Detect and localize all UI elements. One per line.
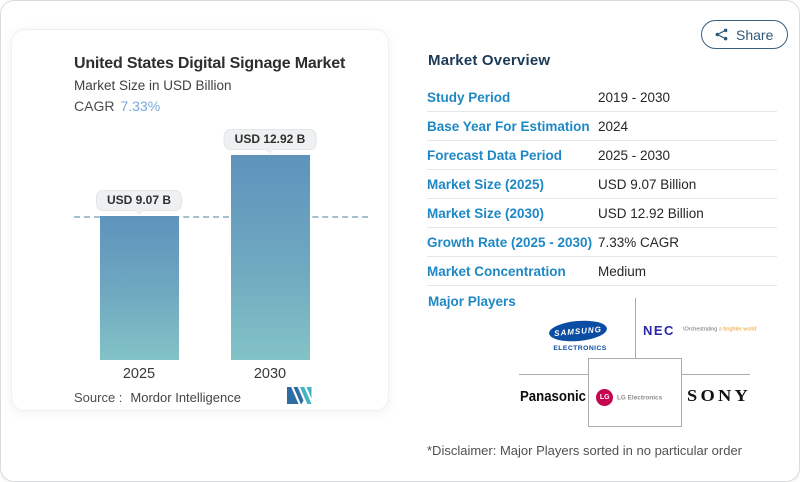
row-value: 2024 xyxy=(598,118,629,134)
cagr-value: 7.33% xyxy=(120,98,161,114)
chart-subtitle: Market Size in USD Billion xyxy=(74,78,232,93)
collage-horizontal-line-right xyxy=(682,374,750,375)
source-label: Source : xyxy=(74,390,123,405)
row-label: Market Size (2030) xyxy=(427,205,545,221)
bar-2030[interactable] xyxy=(231,155,310,360)
table-row: Base Year For Estimation 2024 xyxy=(427,112,777,141)
chart-title: United States Digital Signage Market xyxy=(74,55,346,72)
collage-horizontal-line-left xyxy=(519,374,588,375)
table-row: Forecast Data Period 2025 - 2030 xyxy=(427,141,777,170)
table-row: Market Size (2030) USD 12.92 Billion xyxy=(427,199,777,228)
row-label: Base Year For Estimation xyxy=(427,118,590,134)
panasonic-logo: Panasonic xyxy=(520,388,587,405)
collage-vertical-line xyxy=(635,298,636,358)
row-label: Market Concentration xyxy=(427,263,566,279)
row-value: 2019 - 2030 xyxy=(598,89,671,105)
row-value: USD 12.92 Billion xyxy=(598,205,704,221)
row-value: Medium xyxy=(598,263,647,279)
major-players-label: Major Players xyxy=(428,294,516,309)
lg-monogram-icon: LG xyxy=(596,389,614,406)
lg-logo: LG LG Electronics xyxy=(588,389,682,406)
share-button-label: Share xyxy=(736,26,774,43)
table-row: Study Period 2019 - 2030 xyxy=(427,83,777,112)
bar-value-tooltip-2025: USD 9.07 B xyxy=(95,190,183,211)
cagr-label: CAGR xyxy=(74,98,115,114)
share-button[interactable]: Share xyxy=(701,20,789,49)
mordor-intelligence-logo-icon xyxy=(287,387,312,409)
source-attribution: Source : Mordor Intelligence xyxy=(74,390,241,405)
table-row: Market Size (2025) USD 9.07 Billion xyxy=(427,170,777,199)
x-tick-2025: 2025 xyxy=(122,366,156,382)
row-label: Study Period xyxy=(427,89,511,105)
bar-value-tooltip-2030: USD 12.92 B xyxy=(223,129,317,150)
chart-card: United States Digital Signage Market Mar… xyxy=(11,29,389,411)
row-label: Growth Rate (2025 - 2030) xyxy=(427,234,593,250)
market-overview-table: Study Period 2019 - 2030 Base Year For E… xyxy=(427,83,777,286)
nec-logo: NEC xyxy=(643,323,675,338)
samsung-wordmark: SAMSUNG xyxy=(553,324,603,338)
reference-line xyxy=(74,216,368,218)
nec-tagline-prefix: \Orchestrating xyxy=(683,326,719,333)
samsung-electronics-label: ELECTRONICS xyxy=(553,344,607,352)
lg-wordmark: LG Electronics xyxy=(617,393,663,402)
samsung-logo: SAMSUNG xyxy=(548,318,608,344)
table-row: Growth Rate (2025 - 2030) 7.33% CAGR xyxy=(427,228,777,257)
cagr-row: CAGR 7.33% xyxy=(74,98,160,114)
disclaimer-text: *Disclaimer: Major Players sorted in no … xyxy=(427,443,743,458)
row-value: USD 9.07 Billion xyxy=(598,176,697,192)
row-label: Market Size (2025) xyxy=(427,176,545,192)
share-icon xyxy=(714,27,729,42)
row-value: 2025 - 2030 xyxy=(598,147,671,163)
nec-tagline: \Orchestrating a brighter world xyxy=(683,327,756,332)
row-label: Forecast Data Period xyxy=(427,147,563,163)
x-tick-2030: 2030 xyxy=(253,366,287,382)
market-overview-heading: Market Overview xyxy=(428,52,551,69)
nec-tagline-accent: a brighter world xyxy=(718,326,757,333)
sony-logo: SONY xyxy=(687,386,751,405)
bar-2025[interactable] xyxy=(100,216,179,360)
table-row: Market Concentration Medium xyxy=(427,257,777,286)
source-name: Mordor Intelligence xyxy=(130,390,241,405)
row-value: 7.33% CAGR xyxy=(598,234,680,250)
